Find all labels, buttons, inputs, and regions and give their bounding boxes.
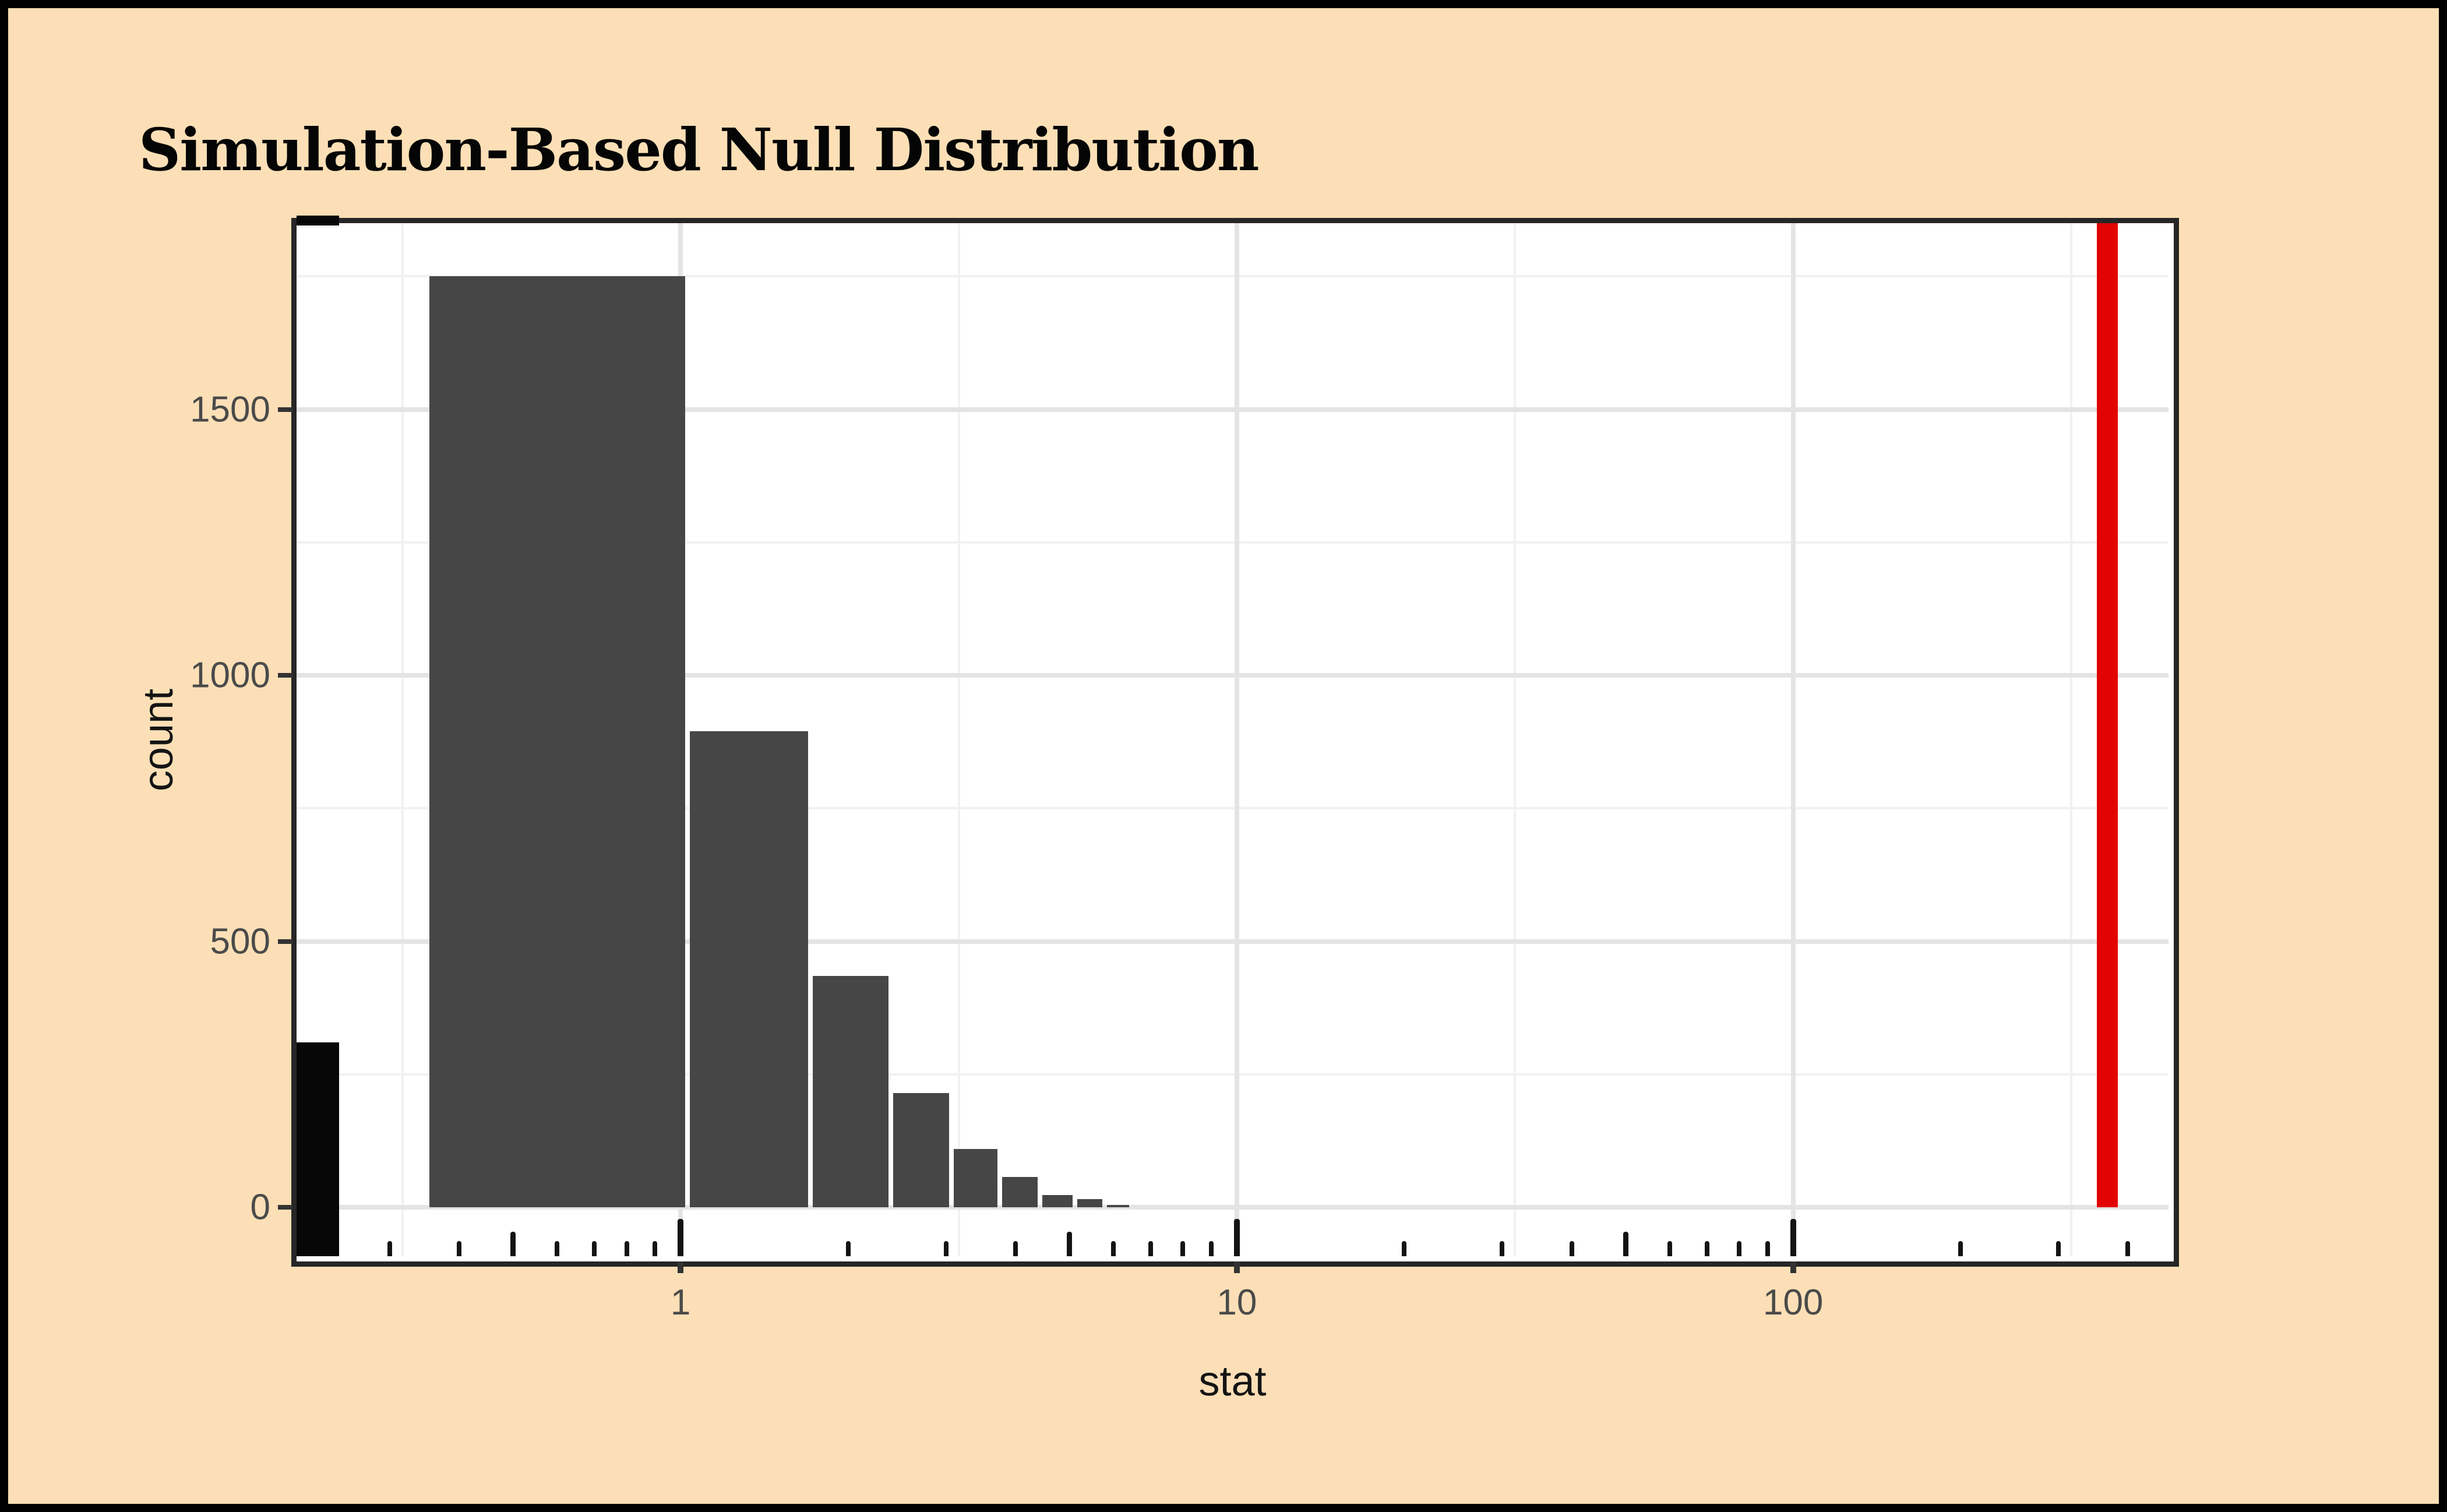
histogram-bar bbox=[954, 1148, 998, 1207]
x-axis-tick bbox=[678, 1261, 684, 1273]
y-minor-gridline bbox=[297, 1073, 2169, 1076]
y-major-gridline bbox=[297, 1205, 2169, 1210]
inside-log-tick bbox=[1790, 1219, 1796, 1256]
inside-log-tick bbox=[1500, 1241, 1505, 1256]
x-major-gridline bbox=[1234, 223, 1239, 1256]
y-axis-tick bbox=[278, 407, 292, 412]
x-minor-gridline bbox=[1514, 223, 1517, 1256]
clipped-bar-top-stub bbox=[297, 216, 339, 225]
x-minor-gridline bbox=[957, 223, 960, 1256]
y-axis-tick bbox=[278, 939, 292, 944]
inside-log-tick bbox=[1569, 1241, 1574, 1256]
inside-log-tick bbox=[555, 1241, 560, 1256]
y-axis-tick bbox=[278, 1205, 292, 1210]
x-axis-label: stat bbox=[1198, 1358, 1267, 1405]
clipped-edge-bar bbox=[297, 1042, 339, 1256]
inside-log-tick bbox=[1148, 1241, 1153, 1256]
histogram-bar bbox=[1077, 1199, 1103, 1207]
y-axis-tick bbox=[278, 673, 292, 678]
y-major-gridline bbox=[297, 939, 2169, 944]
histogram-bar bbox=[1042, 1195, 1073, 1207]
y-axis-label: count bbox=[135, 688, 182, 791]
plot-panel bbox=[291, 218, 2179, 1267]
x-minor-gridline bbox=[2070, 223, 2073, 1256]
x-tick-label: 1 bbox=[670, 1282, 691, 1323]
inside-log-tick bbox=[1402, 1241, 1407, 1256]
x-minor-gridline bbox=[401, 223, 404, 1256]
inside-log-tick bbox=[624, 1241, 629, 1256]
y-minor-gridline bbox=[297, 807, 2169, 810]
y-major-gridline bbox=[297, 673, 2169, 678]
inside-log-tick bbox=[678, 1219, 684, 1256]
inside-log-tick bbox=[1704, 1241, 1709, 1256]
inside-log-tick bbox=[845, 1241, 851, 1256]
histogram-bar bbox=[429, 276, 686, 1207]
y-tick-label: 1000 bbox=[190, 655, 270, 696]
inside-log-tick bbox=[1111, 1241, 1116, 1256]
inside-log-tick bbox=[457, 1241, 462, 1256]
histogram-bar bbox=[1002, 1176, 1038, 1207]
x-major-gridline bbox=[1790, 223, 1796, 1256]
plot-panel-clip-area bbox=[297, 223, 2174, 1261]
inside-log-tick bbox=[943, 1241, 949, 1256]
inside-log-tick bbox=[1623, 1232, 1628, 1256]
inside-log-tick bbox=[1667, 1241, 1672, 1256]
x-tick-label: 100 bbox=[1762, 1282, 1824, 1323]
inside-log-tick bbox=[2125, 1241, 2131, 1256]
x-tick-label: 10 bbox=[1217, 1282, 1257, 1323]
observed-stat-line bbox=[2096, 223, 2118, 1207]
y-minor-gridline bbox=[297, 541, 2169, 544]
inside-log-tick bbox=[1233, 1219, 1240, 1256]
x-axis-tick bbox=[1790, 1261, 1796, 1273]
inside-log-tick bbox=[1737, 1241, 1742, 1256]
histogram-bar bbox=[893, 1092, 950, 1207]
inside-log-tick bbox=[1066, 1232, 1072, 1256]
y-tick-label: 1500 bbox=[190, 389, 270, 430]
inside-log-tick bbox=[1209, 1241, 1214, 1256]
inside-log-tick bbox=[592, 1241, 597, 1256]
inside-log-tick bbox=[1958, 1241, 1963, 1256]
inside-log-tick bbox=[510, 1232, 516, 1256]
y-tick-label: 500 bbox=[210, 921, 270, 962]
y-tick-label: 0 bbox=[250, 1187, 270, 1228]
histogram-bar bbox=[1107, 1205, 1130, 1207]
y-minor-gridline bbox=[297, 275, 2169, 278]
inside-log-tick bbox=[1013, 1241, 1018, 1256]
histogram-bar bbox=[812, 975, 889, 1207]
inside-log-tick bbox=[1765, 1241, 1770, 1256]
inside-log-tick bbox=[2056, 1241, 2061, 1256]
inside-log-tick bbox=[387, 1241, 392, 1256]
chart-title: Simulation-Based Null Distribution bbox=[139, 115, 1260, 184]
x-axis-tick bbox=[1233, 1261, 1240, 1273]
y-major-gridline bbox=[297, 407, 2169, 412]
inside-log-tick bbox=[653, 1241, 658, 1256]
inside-log-tick bbox=[1180, 1241, 1186, 1256]
histogram-bar bbox=[690, 731, 808, 1207]
